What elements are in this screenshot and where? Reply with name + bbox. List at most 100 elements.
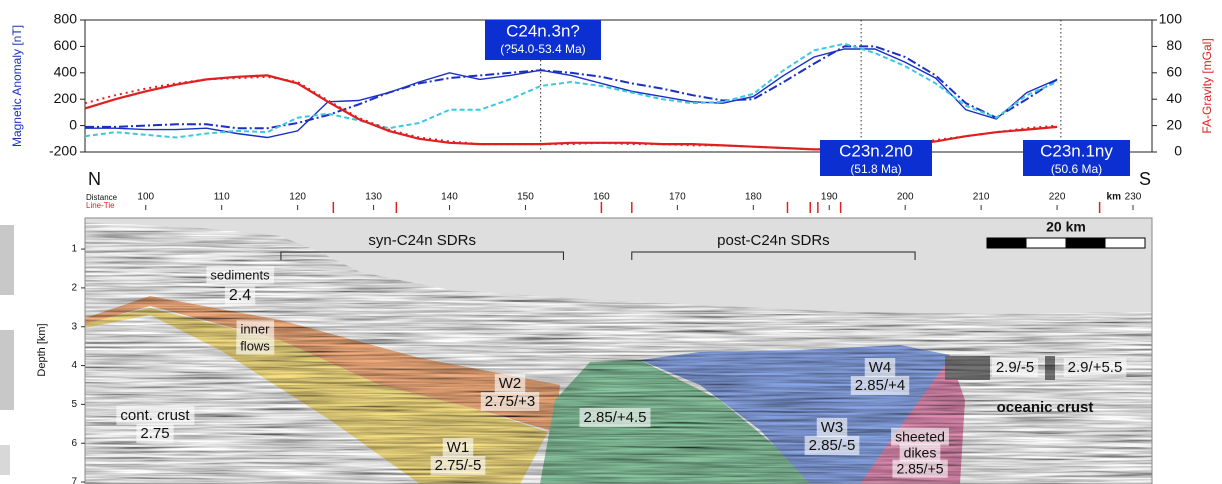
label-backing [494, 373, 526, 393]
x-tick-label: 130 [365, 192, 382, 203]
x-tick-label: 230 [1125, 192, 1142, 203]
chron-age: (?54.0-53.4 Ma) [500, 42, 585, 56]
unit-w2 [85, 296, 560, 432]
edge-artifact [0, 330, 14, 410]
y-tick-label: 6 [71, 438, 77, 449]
unit-label: 2.75/+3 [485, 393, 535, 410]
label-backing [579, 407, 651, 427]
unit-w1 [85, 308, 548, 484]
chron-label: C23n.2n0 [839, 141, 913, 160]
plot-frame [84, 19, 1153, 153]
chron-age: (50.6 Ma) [1051, 162, 1102, 176]
x-tick-label: 150 [517, 192, 534, 203]
bracket-label: syn-C24n SDRs [368, 232, 476, 249]
unit-label: cont. crust [120, 407, 190, 424]
y-tick-label: 600 [54, 37, 78, 53]
chron-box [820, 140, 932, 176]
series-line [85, 45, 1058, 130]
unit-label: W4 [869, 359, 892, 376]
section-frame [84, 217, 1153, 484]
unit-label: dikes [904, 445, 937, 461]
label-backing [116, 405, 195, 425]
chron-box [485, 20, 601, 60]
chron-label: C24n.3n? [506, 21, 580, 40]
unit-label: flows [240, 338, 270, 353]
y2-axis-title: FA-Gravity [mGal] [1200, 38, 1214, 133]
unit-label: sheeted [895, 429, 945, 445]
north-label: N [88, 169, 101, 189]
unit-label: 2.9/-5 [996, 359, 1034, 376]
x-tick-label: 210 [973, 192, 990, 203]
label-backing [236, 320, 275, 338]
unit-label: W1 [447, 439, 470, 456]
x-tick-label: 170 [669, 192, 686, 203]
south-label: S [1139, 169, 1151, 189]
y-tick-label: 4 [71, 360, 77, 371]
series-line [84, 75, 1058, 151]
chron-label: C23n.1ny [1040, 141, 1113, 160]
label-backing [991, 357, 1039, 377]
x-tick-label: 200 [897, 192, 914, 203]
y2-tick-label: 80 [1166, 37, 1182, 53]
series-line [84, 74, 1058, 151]
x-tick-label: 120 [289, 192, 306, 203]
x-tick-label: 220 [1049, 192, 1066, 203]
scale-bar: 20 km [986, 219, 1146, 249]
y-tick-label: 2 [71, 283, 77, 294]
unit-label: sediments [210, 267, 270, 282]
depth-axis-title: Depth [km] [36, 323, 48, 376]
label-backing [236, 337, 275, 355]
chron-age: (51.8 Ma) [850, 162, 901, 176]
label-backing [1063, 357, 1127, 377]
series-line [85, 48, 1058, 139]
label-backing [864, 357, 896, 377]
unit-label: W2 [499, 375, 522, 392]
y-tick-label: 0 [69, 116, 77, 132]
unit-label: 2.85/+5 [896, 461, 943, 477]
bracket [631, 251, 916, 260]
bracket [280, 251, 564, 260]
label-backing [442, 437, 474, 457]
label-backing [891, 427, 949, 446]
unit-label: 2.85/-5 [809, 437, 856, 454]
line-tie-label: Line-Tie [86, 201, 115, 210]
unit-label: 2.85/+4.5 [584, 409, 647, 426]
y2-tick-label: 40 [1166, 90, 1182, 106]
x-tick-label: 160 [593, 192, 610, 203]
unit-oceanic [945, 356, 990, 380]
y-tick-label: 1 [71, 244, 77, 255]
edge-artifact [0, 225, 14, 295]
scale-label: 20 km [1046, 219, 1086, 235]
y2-tick-label: 20 [1166, 116, 1182, 132]
x-tick-label: 140 [441, 192, 458, 203]
y-tick-label: 7 [71, 477, 77, 484]
y-axis-title: Magnetic Anomaly [nT] [10, 25, 24, 147]
label-backing [816, 417, 848, 437]
label-backing [850, 375, 910, 395]
unit-label: oceanic crust [997, 399, 1094, 416]
label-backing [136, 423, 174, 443]
x-tick-label: 180 [745, 192, 762, 203]
y-tick-label: -200 [49, 143, 77, 159]
label-backing [480, 391, 540, 411]
chron-box [1023, 140, 1130, 176]
x-unit: km [1107, 192, 1122, 203]
label-backing [206, 266, 275, 284]
label-backing [430, 455, 486, 475]
unit-label: 2.75 [140, 425, 169, 442]
y2-tick-label: 0 [1174, 143, 1182, 159]
series-line [84, 42, 1058, 139]
unit-green [540, 360, 810, 484]
unit-label: W3 [821, 419, 844, 436]
unit-label: 2.4 [229, 287, 251, 304]
label-backing [804, 435, 860, 455]
unit-oceanic [1045, 356, 1055, 380]
y2-tick-label: 60 [1166, 64, 1182, 80]
distance-label: Distance [86, 193, 118, 202]
x-tick-label: 190 [821, 192, 838, 203]
y-tick-label: 800 [54, 11, 78, 27]
y-tick-label: 400 [54, 64, 78, 80]
edge-artifact [0, 445, 10, 475]
label-backing [224, 286, 256, 306]
